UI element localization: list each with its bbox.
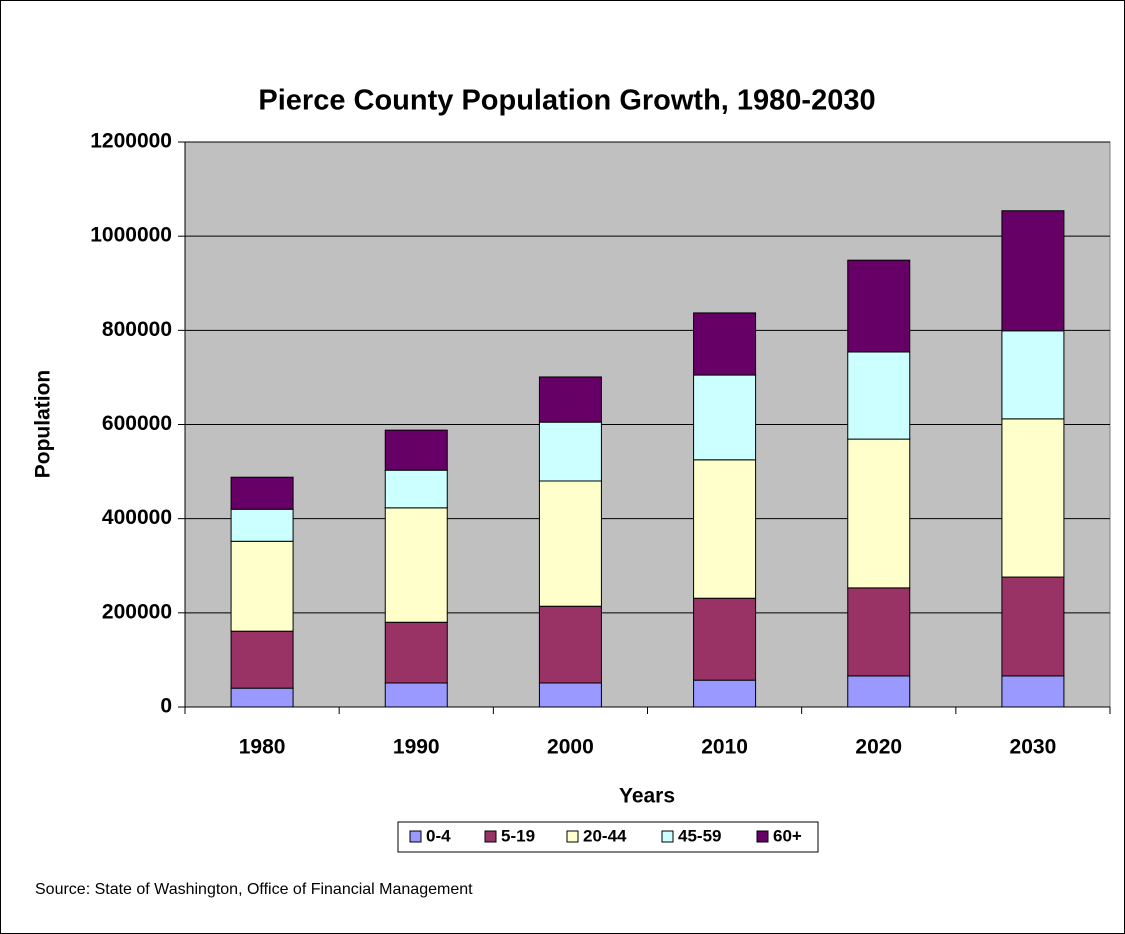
y-axis-label: Population (32, 370, 55, 479)
legend-label: 5-19 (501, 826, 535, 845)
x-tick-label: 2000 (547, 736, 594, 759)
x-axis-label: Years (619, 785, 675, 808)
bar-segment (1001, 675, 1065, 708)
y-tick-label: 1000000 (90, 224, 172, 247)
legend-box (397, 821, 819, 853)
bar-segment (693, 374, 757, 461)
bar-segment (693, 597, 757, 681)
legend-swatch (661, 830, 674, 843)
y-tick-label: 400000 (102, 506, 172, 529)
legend-swatch (484, 830, 497, 843)
legend-label: 20-44 (583, 826, 627, 845)
y-tick-label: 600000 (102, 412, 172, 435)
bar-segment (384, 682, 448, 708)
x-tick-label: 2010 (701, 736, 748, 759)
bar-segment (847, 438, 911, 589)
x-tick-label: 1990 (393, 736, 440, 759)
bar-segment (538, 480, 602, 607)
chart-title: Pierce County Population Growth, 1980-20… (258, 85, 875, 117)
y-tick-label: 0 (160, 695, 172, 718)
bar-segment (538, 682, 602, 708)
bar-segment (538, 376, 602, 423)
bar-segment (384, 429, 448, 471)
bar-segment (693, 459, 757, 599)
bar-segment (847, 675, 911, 708)
bar-segment (384, 621, 448, 684)
bar-segment (1001, 330, 1065, 420)
bar-segment (384, 469, 448, 509)
source-note: Source: State of Washington, Office of F… (35, 881, 473, 898)
legend-label: 45-59 (678, 826, 721, 845)
bar-segment (693, 312, 757, 376)
bar-segment (230, 476, 294, 510)
bar-segment (230, 630, 294, 689)
legend-swatch (566, 830, 579, 843)
bar-segment (230, 540, 294, 632)
legend-label: 60+ (773, 826, 802, 845)
y-tick-label: 200000 (102, 600, 172, 623)
legend-label: 0-4 (426, 826, 451, 845)
bar-segment (693, 679, 757, 708)
x-tick-label: 1980 (239, 736, 286, 759)
legend-swatch (756, 830, 769, 843)
bar-segment (847, 587, 911, 677)
x-tick-label: 2020 (855, 736, 902, 759)
bar-segment (230, 508, 294, 542)
bar-segment (538, 421, 602, 482)
bar-segment (847, 259, 911, 353)
bar-segment (847, 351, 911, 440)
bar-segment (230, 687, 294, 708)
bar-segment (1001, 418, 1065, 578)
legend-swatch (409, 830, 422, 843)
bar-segment (1001, 576, 1065, 677)
y-tick-label: 800000 (102, 318, 172, 341)
x-tick-label: 2030 (1010, 736, 1057, 759)
y-tick-label: 1200000 (90, 130, 172, 153)
bar-segment (384, 507, 448, 623)
bar-segment (1001, 210, 1065, 332)
bar-segment (538, 605, 602, 684)
